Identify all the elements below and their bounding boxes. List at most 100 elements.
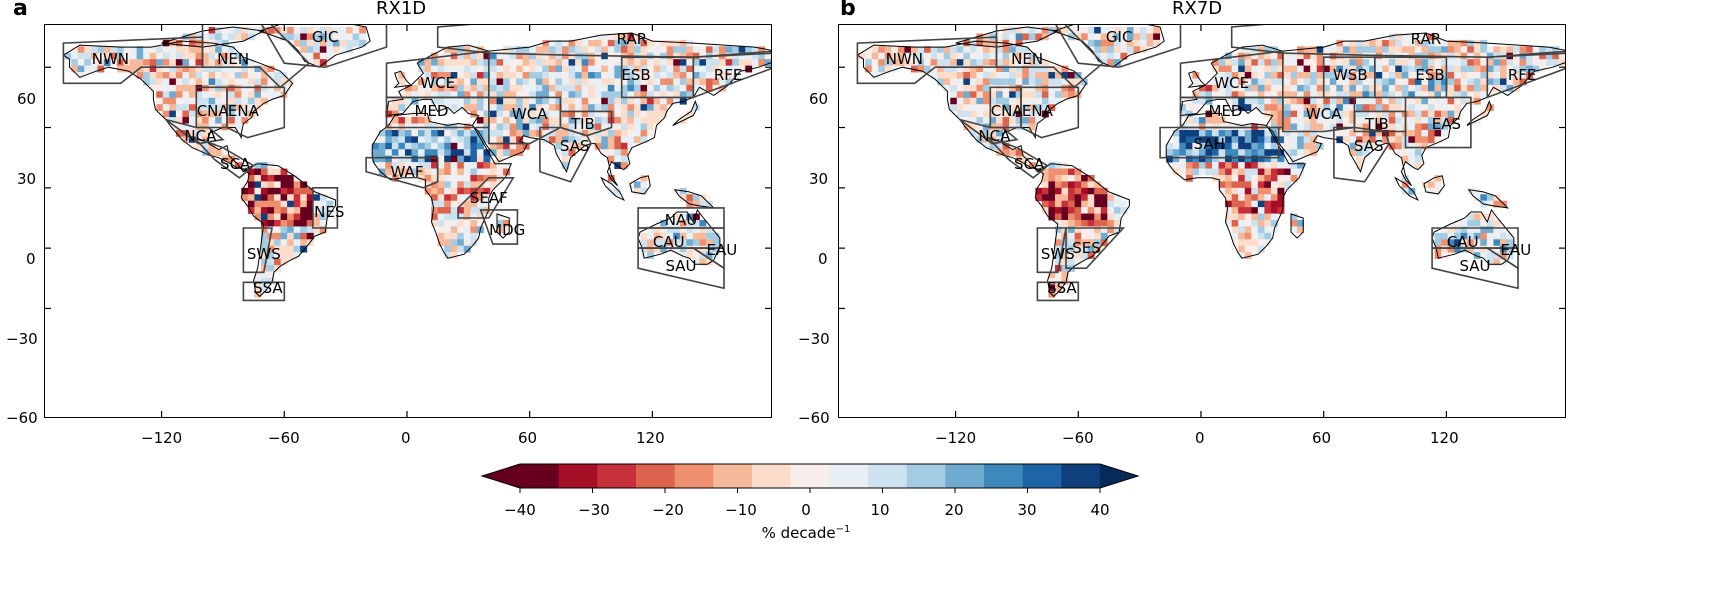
grid-cell <box>719 84 726 92</box>
grid-cell <box>1022 59 1030 66</box>
grid-cell <box>267 265 275 272</box>
grid-cell <box>1126 33 1134 41</box>
grid-cell <box>1185 142 1193 150</box>
grid-cell <box>1427 181 1435 189</box>
grid-cell <box>1375 104 1383 112</box>
map-canvas <box>839 25 1565 417</box>
grid-cell <box>996 110 1003 118</box>
grid-cell <box>1251 84 1259 92</box>
grid-cell <box>588 39 596 47</box>
grid-cell <box>280 252 288 259</box>
grid-cell <box>1414 39 1422 47</box>
grid-cell <box>1054 277 1062 285</box>
grid-cell <box>1094 187 1102 195</box>
grid-cell <box>1323 78 1331 86</box>
grid-cell <box>503 129 511 137</box>
grid-cell <box>1303 52 1311 60</box>
grid-cell <box>1035 27 1043 34</box>
grid-cell <box>1336 104 1344 112</box>
grid-cell <box>660 39 668 47</box>
grid-cell <box>1434 110 1442 118</box>
grid-cell <box>1257 239 1265 247</box>
grid-cell <box>1179 110 1187 118</box>
grid-cell <box>1421 117 1429 124</box>
grid-cell <box>1290 213 1298 221</box>
grid-cell <box>156 78 164 86</box>
grid-cell <box>1087 219 1095 227</box>
grid-cell <box>1355 110 1363 118</box>
grid-cell <box>195 129 203 137</box>
grid-cell <box>202 129 209 137</box>
grid-cell <box>136 59 144 66</box>
grid-cell <box>1028 104 1036 112</box>
grid-cell <box>666 72 674 79</box>
grid-cell <box>732 72 740 79</box>
grid-cell <box>679 84 687 92</box>
grid-cell <box>673 91 681 99</box>
grid-cell <box>476 168 484 176</box>
grid-cell <box>575 123 583 131</box>
grid-cell <box>1303 123 1311 131</box>
grid-cell <box>594 123 602 131</box>
grid-cell <box>1068 232 1075 240</box>
grid-cell <box>555 117 563 124</box>
grid-cell <box>1218 168 1226 176</box>
grid-cell <box>1284 59 1291 66</box>
grid-cell <box>202 110 209 118</box>
grid-cell <box>1238 84 1246 92</box>
grid-cell <box>620 59 628 66</box>
grid-cell <box>234 117 242 124</box>
grid-cell <box>424 117 432 124</box>
grid-cell <box>457 104 465 112</box>
grid-cell <box>175 39 183 47</box>
grid-cell <box>1329 46 1337 54</box>
grid-cell <box>1251 136 1259 144</box>
grid-cell <box>1375 136 1383 144</box>
grid-cell <box>1473 59 1481 66</box>
grid-cell <box>215 65 223 73</box>
grid-cell <box>1185 162 1193 169</box>
grid-cell <box>594 91 602 99</box>
grid-cell <box>1375 72 1383 79</box>
grid-cell <box>1388 129 1396 137</box>
grid-cell <box>391 162 399 169</box>
grid-cell <box>1284 168 1291 176</box>
grid-cell <box>1427 39 1435 47</box>
grid-cell <box>306 27 314 34</box>
grid-cell <box>1218 65 1226 73</box>
grid-cell <box>234 123 242 131</box>
grid-cell <box>215 149 223 157</box>
grid-cell <box>1441 104 1449 112</box>
grid-cell <box>1369 123 1377 131</box>
grid-cell <box>1323 129 1331 137</box>
grid-cell <box>463 129 471 137</box>
grid-cell <box>640 239 648 247</box>
grid-cell <box>1264 200 1272 208</box>
grid-cell <box>483 78 491 86</box>
grid-cell <box>996 33 1003 41</box>
grid-cell <box>202 65 209 73</box>
grid-cell <box>332 33 340 41</box>
grid-cell <box>1355 65 1363 73</box>
grid-cell <box>633 187 641 195</box>
grid-cell <box>1447 245 1455 253</box>
grid-cell <box>943 59 951 66</box>
grid-cell <box>509 97 517 105</box>
grid-cell <box>1205 155 1213 163</box>
grid-cell <box>1323 59 1331 66</box>
grid-cell <box>1323 110 1331 118</box>
grid-cell <box>1447 46 1455 54</box>
grid-cell <box>660 65 668 73</box>
grid-cell <box>1513 84 1520 92</box>
grid-cell <box>1310 142 1318 150</box>
grid-cell <box>1460 226 1468 234</box>
colorbar-tick: −10 <box>725 501 757 519</box>
grid-cell <box>976 117 984 124</box>
grid-cell <box>476 91 484 99</box>
region-outline-waf <box>365 156 439 189</box>
region-label-nca: NCA <box>978 126 1011 145</box>
grid-cell <box>1493 78 1501 86</box>
grid-cell <box>247 207 255 214</box>
grid-cell <box>385 162 393 169</box>
grid-cell <box>640 174 648 182</box>
